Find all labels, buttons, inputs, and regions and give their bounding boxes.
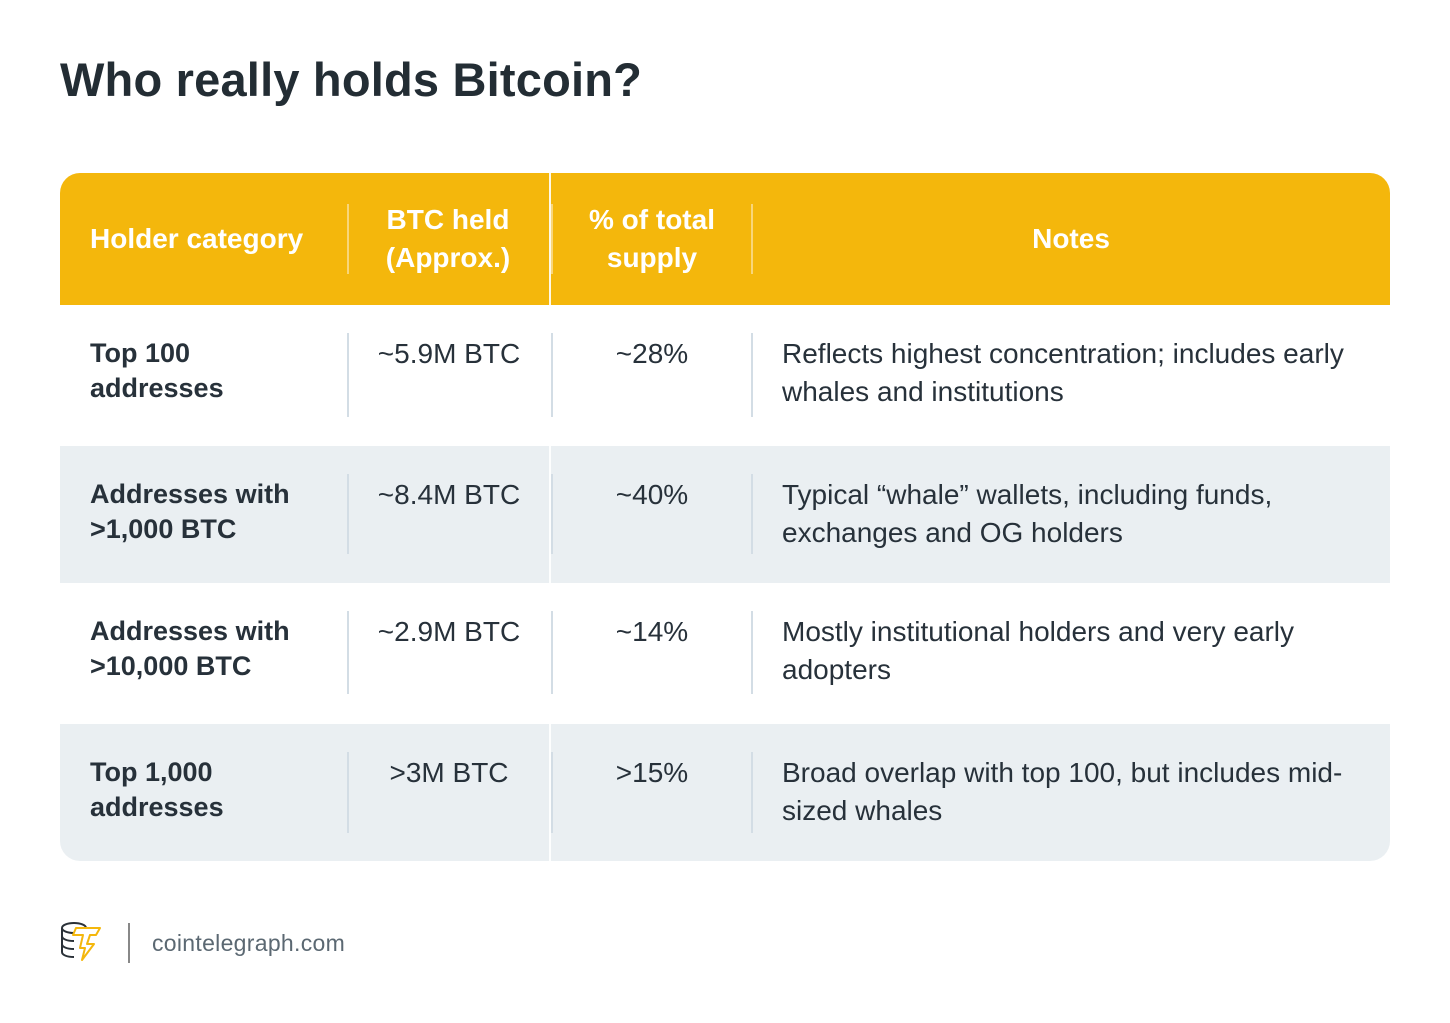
table-row: Top 100 addresses ~5.9M BTC ~28% Reflect… — [60, 305, 1390, 446]
cell-notes: Reflects highest concentration; includes… — [782, 338, 1344, 407]
table-row: Addresses with >10,000 BTC ~2.9M BTC ~14… — [60, 583, 1390, 724]
cell-pct: ~40% — [615, 479, 689, 510]
cell-category: Top 1,000 addresses — [90, 757, 224, 822]
page-title: Who really holds Bitcoin? — [60, 53, 643, 106]
cell-btc: ~8.4M BTC — [377, 479, 521, 510]
cell-notes: Typical “whale” wallets, including funds… — [782, 479, 1273, 548]
cell-btc: ~5.9M BTC — [377, 338, 521, 369]
cointelegraph-logo-icon — [60, 920, 104, 967]
table-row: Addresses with >1,000 BTC ~8.4M BTC ~40%… — [60, 446, 1390, 583]
cell-category: Addresses with >10,000 BTC — [90, 616, 290, 681]
table-header: Holder category BTC held (Approx.) % of … — [60, 173, 1390, 305]
footer: cointelegraph.com — [60, 920, 346, 967]
header-btc-held: BTC held (Approx.) — [385, 204, 511, 273]
cell-btc: ~2.9M BTC — [377, 616, 521, 647]
cell-pct: ~28% — [615, 338, 689, 369]
footer-divider — [128, 923, 130, 963]
header-notes: Notes — [1032, 223, 1110, 254]
cell-pct: >15% — [615, 757, 689, 788]
cell-category: Top 100 addresses — [90, 338, 224, 403]
header-holder-category: Holder category — [90, 223, 304, 254]
holders-table: Holder category BTC held (Approx.) % of … — [60, 173, 1390, 861]
cell-btc: >3M BTC — [389, 757, 509, 788]
site-name: cointelegraph.com — [152, 929, 346, 956]
cell-category: Addresses with >1,000 BTC — [90, 479, 290, 544]
header-pct-supply: % of total supply — [589, 204, 715, 273]
table-row: Top 1,000 addresses >3M BTC >15% Broad o… — [60, 724, 1390, 861]
cell-pct: ~14% — [615, 616, 689, 647]
cell-notes: Mostly institutional holders and very ea… — [782, 616, 1295, 685]
cell-notes: Broad overlap with top 100, but includes… — [782, 757, 1343, 826]
